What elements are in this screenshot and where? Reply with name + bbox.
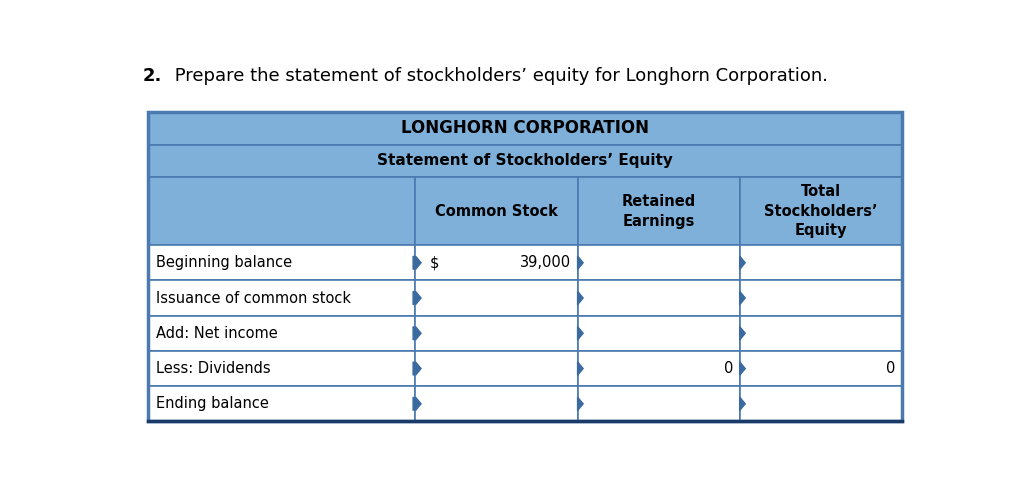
Bar [147,316,416,351]
Bar [147,245,416,280]
Polygon shape [416,397,421,410]
Polygon shape [578,397,583,410]
Bar [578,280,739,316]
Bar [739,177,902,245]
Bar [147,112,902,422]
Bar [578,316,739,351]
Polygon shape [413,291,420,305]
Text: Add: Net income: Add: Net income [156,326,278,341]
Bar [147,145,902,177]
Bar [147,177,416,245]
Bar [578,177,739,245]
Bar [578,386,739,422]
Bar [416,386,578,422]
Text: 0: 0 [724,361,733,376]
Text: $: $ [430,255,439,270]
Bar [739,245,902,280]
Text: Less: Dividends: Less: Dividends [156,361,270,376]
Polygon shape [739,362,745,375]
Text: 0: 0 [886,361,895,376]
Bar [416,351,578,386]
Text: Prepare the statement of stockholders’ equity for Longhorn Corporation.: Prepare the statement of stockholders’ e… [169,67,828,85]
Polygon shape [416,327,421,340]
Polygon shape [739,397,745,410]
Text: Statement of Stockholders’ Equity: Statement of Stockholders’ Equity [377,153,673,168]
Bar [147,351,416,386]
Bar [416,316,578,351]
Text: Common Stock: Common Stock [435,204,558,219]
Polygon shape [578,362,583,375]
Text: Retained
Earnings: Retained Earnings [622,194,695,228]
Text: 39,000: 39,000 [520,255,571,270]
Polygon shape [416,256,421,270]
Polygon shape [739,327,745,340]
Text: 2.: 2. [142,67,162,85]
Polygon shape [413,362,420,375]
Polygon shape [413,256,420,270]
Polygon shape [739,256,745,270]
Bar [739,316,902,351]
Bar [739,351,902,386]
Polygon shape [739,291,745,305]
Bar [147,112,902,145]
Bar [416,177,578,245]
Bar [416,280,578,316]
Polygon shape [578,291,583,305]
Polygon shape [578,327,583,340]
Text: LONGHORN CORPORATION: LONGHORN CORPORATION [400,120,649,137]
Polygon shape [416,291,421,305]
Polygon shape [416,362,421,375]
Bar [578,245,739,280]
Bar [147,386,416,422]
Bar [416,245,578,280]
Bar [739,386,902,422]
Text: Beginning balance: Beginning balance [156,255,292,270]
Text: Total
Stockholders’
Equity: Total Stockholders’ Equity [764,184,878,239]
Text: Issuance of common stock: Issuance of common stock [156,290,351,305]
Polygon shape [578,256,583,270]
Polygon shape [413,397,420,410]
Bar [147,280,416,316]
Polygon shape [413,327,420,340]
Bar [739,280,902,316]
Text: Ending balance: Ending balance [156,396,268,411]
Bar [578,351,739,386]
